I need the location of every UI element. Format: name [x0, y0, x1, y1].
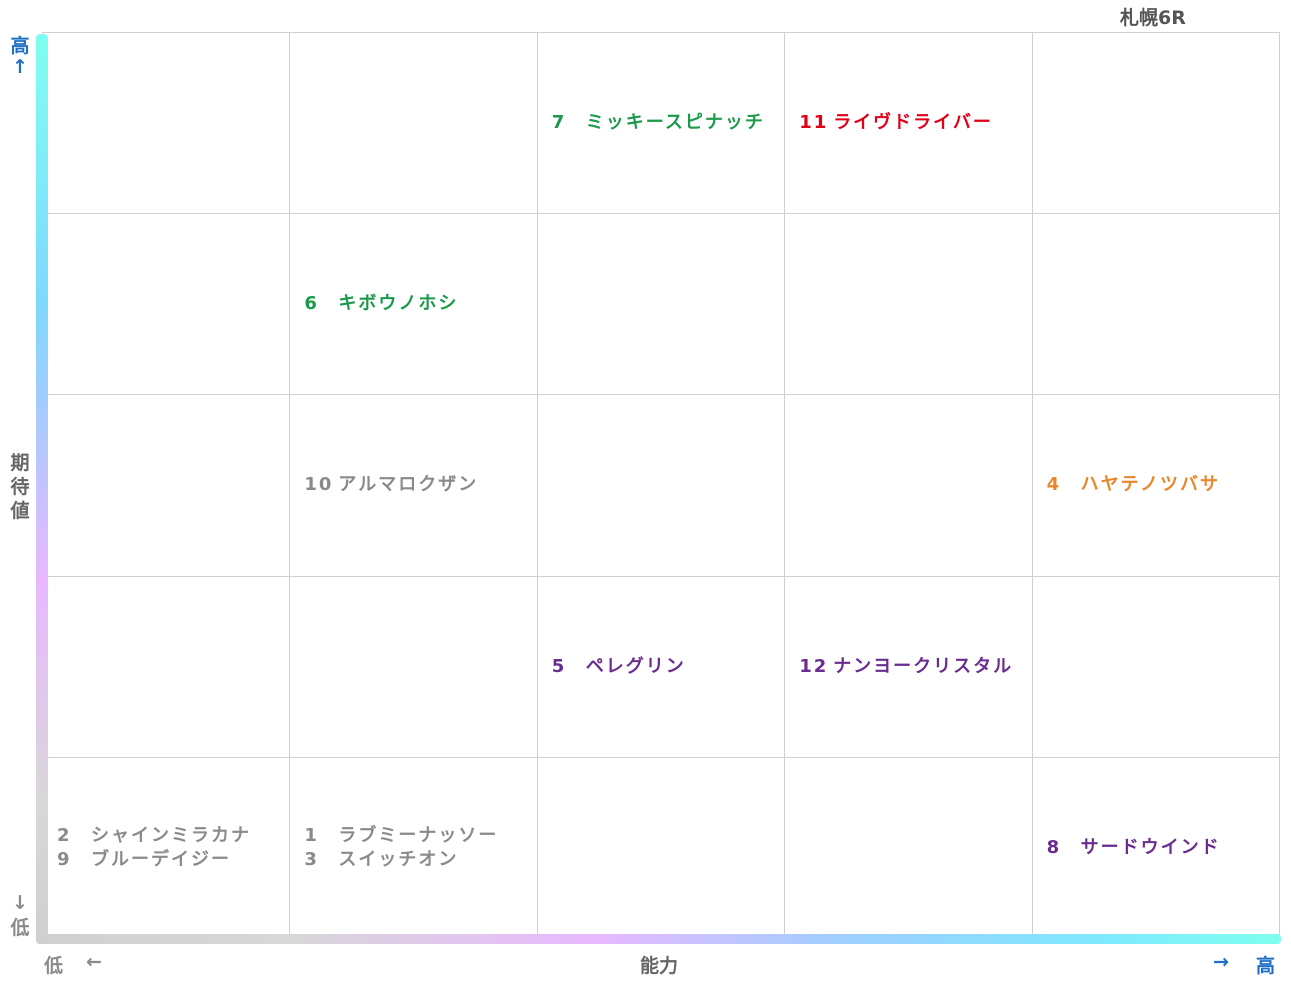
horse-entry: 1 ラブミーナッソー — [304, 824, 536, 848]
grid-cell — [1031, 33, 1279, 215]
horse-name: ブルーデイジー — [91, 848, 231, 870]
horse-name: ハヤテノツバサ — [1080, 474, 1221, 496]
left-arrow-icon: ← — [86, 951, 102, 973]
y-axis-high-label: 高 — [10, 35, 30, 57]
grid-cell — [784, 214, 1032, 396]
horse-entry: 11 ライヴドライバー — [799, 111, 1031, 135]
horse-number: 2 — [57, 824, 72, 846]
grid-cell — [1031, 576, 1279, 758]
horse-name: アルマロクザン — [338, 474, 479, 496]
horse-name: ミッキースピナッチ — [585, 112, 765, 134]
grid-cell: 2 シャインミラカナ 9 ブルーデイジー — [42, 757, 290, 939]
right-arrow-icon: → — [1213, 951, 1229, 973]
grid-cell — [536, 214, 785, 396]
up-arrow-icon: ↑ — [12, 56, 28, 78]
grid-cell: 6 キボウノホシ — [289, 214, 537, 396]
horse-name: サードウインド — [1080, 836, 1221, 858]
horse-entry: 7 ミッキースピナッチ — [552, 111, 784, 135]
horse-entry: 3 スイッチオン — [304, 848, 536, 872]
grid-cell: 10 アルマロクザン — [289, 395, 537, 577]
grid-cell — [536, 395, 785, 577]
horse-number: 9 — [57, 848, 72, 870]
down-arrow-icon: ↓ — [12, 892, 28, 914]
y-axis-label-2: 待 — [10, 476, 30, 498]
horse-name: キボウノホシ — [338, 293, 459, 315]
horse-number: 3 — [304, 848, 319, 870]
grid-cell — [42, 395, 290, 577]
horse-name: シャインミラカナ — [91, 824, 251, 846]
horse-number: 10 — [304, 474, 334, 496]
horse-name: ラブミーナッソー — [338, 824, 499, 846]
horse-number: 7 — [551, 112, 567, 134]
grid-cell — [42, 576, 290, 758]
horse-entry: 6 キボウノホシ — [304, 292, 536, 316]
grid-cell: 1 ラブミーナッソー 3 スイッチオン — [289, 757, 537, 939]
grid-cell: 4 ハヤテノツバサ — [1031, 395, 1279, 577]
grid-cell — [784, 395, 1032, 577]
horse-number: 8 — [1046, 836, 1062, 858]
grid-cell: 7 ミッキースピナッチ — [536, 33, 785, 215]
horse-entry: 4 ハヤテノツバサ — [1047, 473, 1279, 497]
horse-entry: 10 アルマロクザン — [304, 473, 536, 497]
horse-number: 6 — [304, 293, 319, 315]
grid-cell — [536, 757, 785, 939]
chart-title: 札幌6R — [1120, 7, 1186, 29]
horse-entry: 8 サードウインド — [1047, 836, 1279, 860]
x-axis-gradient-bar — [36, 934, 1281, 944]
horse-number: 5 — [551, 655, 567, 677]
horse-name: スイッチオン — [338, 848, 459, 870]
horse-number: 1 — [304, 824, 319, 846]
grid-cell — [42, 33, 290, 215]
y-axis-label-1: 期 — [10, 452, 30, 474]
y-axis-gradient-bar — [36, 34, 48, 944]
grid-cell — [289, 33, 537, 215]
x-axis-high-label: 高 — [1256, 955, 1276, 977]
grid-cell: 12 ナンヨークリスタル — [784, 576, 1032, 758]
x-axis-low-label: 低 — [44, 955, 64, 977]
horse-name: ナンヨークリスタル — [833, 655, 1014, 677]
chart-grid: 7 ミッキースピナッチ 11 ライヴドライバー 6 キボウノホシ 10 アルマロクザン 4 ハヤテ… — [42, 32, 1280, 939]
horse-entry: 5 ペレグリン — [552, 655, 784, 679]
horse-name: ペレグリン — [585, 655, 686, 677]
horse-entry: 2 シャインミラカナ — [57, 824, 289, 848]
grid-cell — [1031, 214, 1279, 396]
y-axis-low-label: 低 — [10, 917, 30, 939]
horse-number: 12 — [799, 655, 829, 677]
x-axis-label: 能力 — [640, 955, 679, 977]
horse-entry: 12 ナンヨークリスタル — [799, 655, 1031, 679]
grid-cell — [42, 214, 290, 396]
grid-cell: 11 ライヴドライバー — [784, 33, 1032, 215]
horse-number: 4 — [1046, 474, 1062, 496]
grid-cell — [784, 757, 1032, 939]
grid-cell — [289, 576, 537, 758]
grid-cell: 5 ペレグリン — [536, 576, 785, 758]
y-axis-label-3: 値 — [10, 500, 30, 522]
grid-cell: 8 サードウインド — [1031, 757, 1279, 939]
horse-number: 11 — [799, 112, 829, 134]
horse-entry: 9 ブルーデイジー — [57, 848, 289, 872]
horse-name: ライヴドライバー — [833, 112, 993, 134]
